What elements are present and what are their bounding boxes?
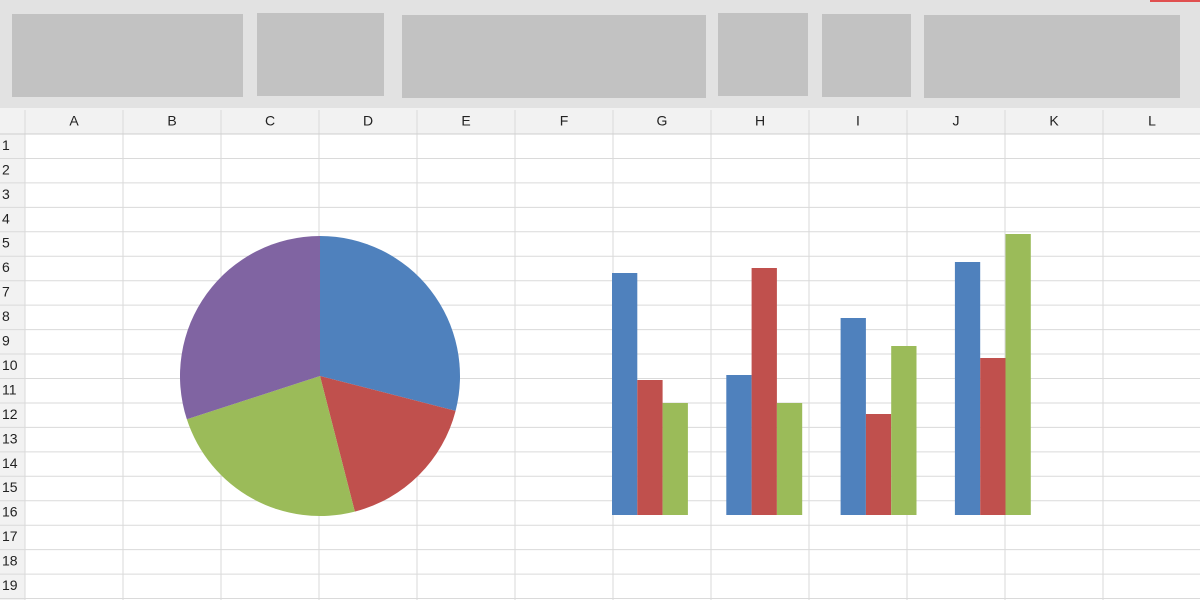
row-header[interactable]: 2: [2, 161, 10, 177]
bar: [865, 414, 892, 515]
column-header-bar: [0, 108, 1200, 134]
row-header[interactable]: 19: [2, 577, 18, 593]
row-header[interactable]: 8: [2, 308, 10, 324]
bar: [980, 358, 1006, 515]
row-header[interactable]: 4: [2, 210, 10, 226]
column-header[interactable]: A: [69, 113, 79, 129]
ribbon-group[interactable]: [402, 15, 706, 98]
row-header[interactable]: 16: [2, 504, 18, 520]
column-header[interactable]: H: [755, 113, 765, 129]
column-header[interactable]: E: [461, 113, 470, 129]
pie-slice: [320, 376, 456, 512]
column-header[interactable]: C: [265, 113, 275, 129]
row-header[interactable]: 18: [2, 553, 18, 569]
bar: [776, 403, 803, 515]
column-header[interactable]: I: [856, 113, 860, 129]
row-header[interactable]: 17: [2, 528, 18, 544]
bar: [1005, 234, 1031, 515]
row-header[interactable]: 10: [2, 357, 18, 373]
column-header[interactable]: D: [363, 113, 373, 129]
bar: [891, 346, 917, 515]
ribbon-group[interactable]: [12, 14, 243, 97]
column-header[interactable]: J: [953, 113, 960, 129]
row-header[interactable]: 3: [2, 186, 10, 202]
ribbon-group[interactable]: [924, 15, 1180, 98]
column-header[interactable]: L: [1148, 113, 1156, 129]
row-header[interactable]: 12: [2, 406, 18, 422]
row-header[interactable]: 5: [2, 235, 10, 251]
row-header[interactable]: 15: [2, 479, 18, 495]
row-header[interactable]: 1: [2, 137, 10, 153]
ribbon-group[interactable]: [257, 13, 384, 96]
pie-slice: [186, 376, 355, 516]
pie-slice: [179, 236, 320, 420]
pie-slice: [320, 236, 461, 411]
bar: [840, 318, 866, 515]
bar: [662, 403, 688, 515]
bar: [612, 273, 638, 515]
row-header[interactable]: 6: [2, 259, 10, 275]
column-header[interactable]: F: [560, 113, 569, 129]
ribbon-group[interactable]: [718, 13, 808, 96]
bar: [726, 375, 752, 515]
bar: [637, 380, 663, 515]
row-header[interactable]: 13: [2, 430, 18, 446]
row-header[interactable]: 9: [2, 333, 10, 349]
bar: [751, 268, 777, 515]
bar: [954, 262, 981, 515]
ribbon-group[interactable]: [822, 14, 911, 97]
column-header[interactable]: B: [167, 113, 176, 129]
column-header[interactable]: G: [657, 113, 668, 129]
row-header[interactable]: 11: [2, 381, 17, 397]
column-header[interactable]: K: [1049, 113, 1059, 129]
row-header[interactable]: 7: [2, 284, 10, 300]
row-header[interactable]: 14: [2, 455, 18, 471]
